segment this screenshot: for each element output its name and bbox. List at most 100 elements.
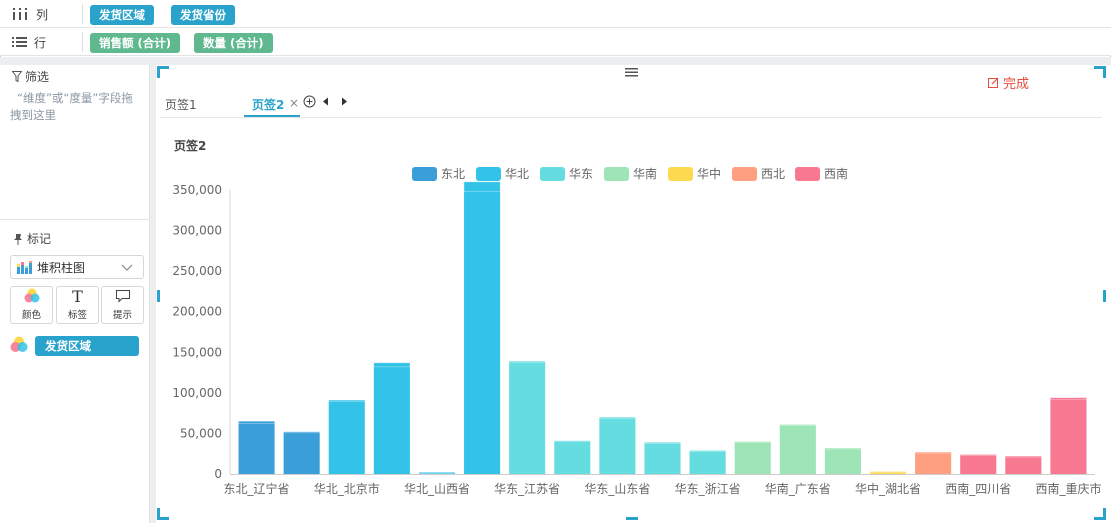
filter-icon — [12, 71, 22, 82]
x-tick-label: 华东_江苏省 — [494, 482, 560, 496]
legend-label: 西南 — [824, 166, 848, 181]
y-tick-label: 0 — [214, 467, 222, 481]
marks-header: 标记 — [12, 230, 51, 247]
resize-handle-bl[interactable] — [157, 517, 169, 520]
x-tick-label: 华东_山东省 — [584, 482, 650, 496]
filter-dropzone[interactable]: “维度”或“度量”字段拖拽到这里 — [10, 91, 133, 122]
x-tick-label: 西南_四川省 — [945, 481, 1011, 496]
color-field-row — [10, 336, 28, 357]
bar-segment-西北_陕西省 — [914, 451, 952, 454]
shelf-separator — [82, 4, 83, 24]
column-pill-region[interactable]: 发货区域 — [90, 5, 154, 25]
tab-page-1[interactable]: 页签1 — [165, 98, 197, 112]
chart-type-value: 堆积柱图 — [37, 260, 86, 275]
drag-handle-icon[interactable] — [625, 68, 638, 77]
resize-handle-br[interactable] — [1094, 517, 1106, 520]
legend-label: 华中 — [697, 166, 721, 181]
bar-segment-西南_四川省 — [959, 454, 997, 456]
resize-handle-tr[interactable] — [1094, 66, 1106, 69]
tab-scroll-right-icon[interactable] — [341, 97, 348, 106]
resize-handle-right[interactable] — [1103, 290, 1106, 302]
tab-close-icon[interactable]: × — [289, 96, 300, 110]
bar-segment-华南_广西壮族自治区 — [824, 447, 862, 450]
row-pill-sales[interactable]: 销售额 (合计) — [90, 33, 181, 53]
bar-华东_江苏省 — [509, 361, 546, 474]
color-field-pill[interactable]: 发货区域 — [35, 336, 139, 356]
resize-handle-tl-v[interactable] — [157, 66, 160, 78]
x-tick-label: 华南_广东省 — [765, 481, 831, 496]
x-tick-label: 华北_北京市 — [314, 481, 380, 496]
bar-华东_安徽省 — [644, 442, 681, 474]
chart-type-select[interactable]: 堆积柱图 — [10, 255, 144, 279]
bar-东北_辽宁省 — [238, 421, 275, 474]
bar-segment-华南_广东省 — [779, 424, 817, 426]
chart-title: 页签2 — [174, 139, 207, 153]
tab-scroll-left-icon[interactable] — [322, 97, 329, 106]
legend-swatch — [668, 167, 693, 181]
resize-handle-tr-v[interactable] — [1103, 66, 1106, 78]
resize-handle-br-v[interactable] — [1103, 508, 1106, 520]
speech-bubble-icon — [115, 290, 130, 303]
panel-divider — [150, 57, 156, 523]
rows-icon — [12, 37, 27, 47]
rows-label-text: 行 — [34, 35, 47, 50]
edit-icon — [988, 77, 999, 88]
legend-label: 华南 — [633, 166, 657, 181]
bar-西南_云南省 — [1005, 456, 1042, 474]
tooltip-mark-button[interactable]: 提示 — [101, 286, 144, 324]
resize-handle-bottom[interactable] — [626, 517, 638, 520]
bar-华南_广西壮族自治区 — [824, 448, 861, 474]
bar-segment-华东_安徽省 — [644, 442, 681, 444]
resize-handle-left[interactable] — [157, 290, 160, 302]
bar-西南_重庆市 — [1050, 397, 1087, 474]
filter-title: 筛选 — [25, 70, 50, 84]
x-tick-label: 华北_山西省 — [404, 482, 470, 496]
legend-swatch — [732, 167, 757, 181]
bar-segment-华中_湖北省 — [869, 471, 907, 473]
add-tab-icon[interactable] — [303, 95, 316, 108]
tab-page-2[interactable]: 页签2 — [252, 98, 285, 112]
legend-label: 东北 — [441, 167, 465, 181]
x-tick-label: 华东_浙江省 — [675, 482, 741, 496]
bar-segment-华东_山东省 — [599, 416, 636, 419]
label-mark-button[interactable]: T 标签 — [56, 286, 99, 324]
tab-bar — [160, 92, 1102, 118]
row-pill-quantity[interactable]: 数量 (合计) — [194, 33, 273, 53]
legend-label: 华北 — [505, 167, 529, 181]
filter-header: 筛选 — [12, 68, 49, 85]
done-button[interactable]: 完成 — [988, 73, 1029, 92]
bar-东北_吉林省 — [283, 431, 320, 474]
sidebar: 筛选 “维度”或“度量”字段拖拽到这里 标记 堆积柱图 颜色 T 标签 — [0, 65, 150, 523]
columns-icon — [13, 8, 27, 20]
bar-华北_北京市 — [328, 400, 365, 474]
legend-label: 西北 — [761, 167, 785, 181]
x-tick-label: 西南_重庆市 — [1035, 481, 1101, 496]
marks-title: 标记 — [27, 232, 52, 246]
toolbar-gap — [0, 57, 1111, 65]
y-tick-label: 250,000 — [172, 264, 222, 278]
resize-handle-bl-v[interactable] — [157, 508, 160, 520]
bar-segment-华东_江苏省 — [508, 360, 546, 363]
bar-华东_上海市 — [554, 440, 591, 474]
bar-segment-西南_重庆市 — [1050, 397, 1087, 400]
sidebar-divider — [0, 219, 150, 220]
bar-华北_天津市 — [464, 181, 501, 474]
bar-segment-西南_云南省 — [1004, 455, 1042, 458]
columns-shelf[interactable]: 列 发货区域 发货省份 — [0, 0, 1111, 28]
column-pill-province[interactable]: 发货省份 — [171, 5, 235, 25]
rows-shelf[interactable]: 行 销售额 (合计) 数量 (合计) — [0, 28, 1111, 56]
y-tick-label: 50,000 — [180, 426, 222, 440]
bar-segment-东北_吉林省 — [283, 431, 321, 434]
x-tick-label: 华中_湖北省 — [855, 481, 921, 496]
bar-西北_陕西省 — [915, 452, 952, 474]
legend-swatch — [604, 167, 629, 181]
color-mark-button[interactable]: 颜色 — [10, 286, 53, 324]
columns-label-text: 列 — [36, 7, 49, 22]
y-tick-label: 100,000 — [172, 386, 222, 400]
label-mark-label: 标签 — [67, 310, 87, 321]
bar-华东_浙江省 — [689, 450, 726, 474]
resize-handle-tl[interactable] — [157, 66, 169, 69]
columns-shelf-label: 列 — [12, 6, 48, 22]
bar-segment-东北_辽宁省 — [238, 420, 275, 424]
active-tab-indicator — [244, 115, 300, 117]
